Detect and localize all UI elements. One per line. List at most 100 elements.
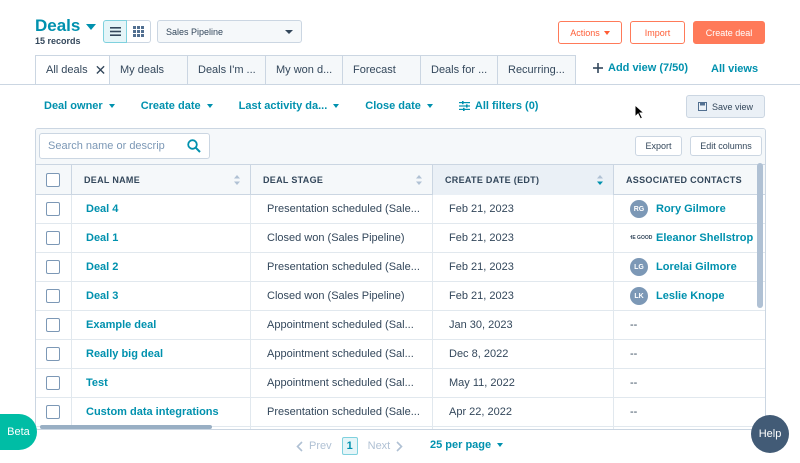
per-page-select[interactable]: 25 per page: [430, 439, 504, 451]
table-row: Really big deal Appointment scheduled (Sa…: [36, 340, 765, 369]
deal-name-link[interactable]: Deal 3: [86, 290, 119, 302]
page-header: Deals 15 records Sales Pipeline Actions …: [0, 0, 800, 54]
beta-button[interactable]: Beta: [0, 414, 37, 450]
per-page-label: 25 per page: [430, 439, 492, 451]
export-button[interactable]: Export: [635, 136, 682, 156]
associated-contact[interactable]: LG Lorelai Gilmore: [630, 253, 765, 281]
filter-close-date[interactable]: Close date: [365, 100, 433, 112]
sort-icon[interactable]: [234, 175, 240, 185]
sort-desc-icon[interactable]: [597, 175, 603, 185]
list-view-button[interactable]: [103, 20, 127, 43]
column-create-date[interactable]: CREATE DATE (EDT): [432, 165, 613, 195]
column-deal-name[interactable]: DEAL NAME: [71, 165, 250, 195]
plus-icon: [593, 63, 603, 73]
column-label: DEAL STAGE: [263, 175, 324, 185]
row-select-cell: [46, 253, 60, 281]
search-input[interactable]: Search name or descrip: [39, 133, 210, 159]
deal-stage: Appointment scheduled (Sal...: [267, 319, 414, 331]
row-checkbox[interactable]: [46, 289, 60, 303]
filter-label: Last activity da...: [238, 100, 328, 112]
sort-icon[interactable]: [416, 175, 422, 185]
edit-columns-label: Edit columns: [700, 141, 752, 151]
horizontal-scrollbar[interactable]: [40, 425, 212, 429]
chevron-down-icon: [285, 30, 293, 34]
deal-stage: Appointment scheduled (Sal...: [267, 377, 414, 389]
filter-deal-owner[interactable]: Deal owner: [44, 100, 115, 112]
next-page-button[interactable]: Next: [368, 440, 404, 452]
filter-create-date[interactable]: Create date: [141, 100, 213, 112]
deal-name-link[interactable]: Deal 1: [86, 232, 119, 244]
associated-contact[interactable]: RG Rory Gilmore: [630, 195, 765, 223]
row-checkbox[interactable]: [46, 376, 60, 390]
all-filters-button[interactable]: All filters (0): [458, 100, 538, 112]
row-checkbox[interactable]: [46, 318, 60, 332]
deal-stage: Presentation scheduled (Sale...: [267, 406, 419, 418]
create-date: Jan 30, 2023: [449, 319, 513, 331]
row-select-cell: [46, 311, 60, 339]
list-icon: [109, 27, 121, 36]
deal-name-link[interactable]: Example deal: [86, 319, 157, 331]
row-checkbox[interactable]: [46, 405, 60, 419]
create-deal-button-label: Create deal: [705, 27, 753, 38]
deal-name-link[interactable]: Deal 4: [86, 203, 119, 215]
create-date: Feb 21, 2023: [449, 232, 514, 244]
chevron-down-icon: [426, 104, 433, 108]
pipeline-select[interactable]: Sales Pipeline: [157, 20, 302, 43]
associated-contact: --: [630, 377, 638, 389]
deal-name-link[interactable]: Custom data integrations: [86, 406, 219, 418]
tab-my-won-deals[interactable]: My won d...: [266, 55, 343, 85]
row-checkbox[interactable]: [46, 202, 60, 216]
tab-recurring[interactable]: Recurring...: [498, 55, 576, 85]
chevron-left-icon: [296, 440, 303, 452]
column-label: ASSOCIATED CONTACTS: [626, 175, 742, 185]
filter-last-activity-date[interactable]: Last activity da...: [239, 100, 340, 112]
save-view-button[interactable]: Save view: [686, 95, 765, 118]
contact-name: Lorelai Gilmore: [656, 261, 737, 273]
column-deal-stage[interactable]: DEAL STAGE: [250, 165, 432, 195]
page-number[interactable]: 1: [341, 437, 358, 455]
row-checkbox[interactable]: [46, 260, 60, 274]
tab-deals-for[interactable]: Deals for ...: [421, 55, 498, 85]
create-date: Feb 21, 2023: [449, 290, 514, 302]
edit-columns-button[interactable]: Edit columns: [690, 136, 762, 156]
help-button[interactable]: Help: [751, 415, 789, 453]
board-view-button[interactable]: [127, 20, 151, 43]
import-button[interactable]: Import: [630, 21, 685, 44]
contact-name: Rory Gilmore: [656, 203, 726, 215]
avatar: LK: [630, 287, 648, 305]
all-views-link[interactable]: All views: [711, 63, 759, 75]
column-associated-contacts[interactable]: ASSOCIATED CONTACTS: [613, 165, 765, 195]
search-icon[interactable]: [187, 139, 201, 153]
tab-deals-im[interactable]: Deals I'm ...: [188, 55, 266, 85]
deal-name-link[interactable]: Test: [86, 377, 108, 389]
column-divider: [250, 195, 251, 429]
tab-label: Forecast: [353, 64, 396, 76]
table-row: Example deal Appointment scheduled (Sal..…: [36, 311, 765, 340]
row-select-cell: [46, 340, 60, 368]
vertical-scrollbar[interactable]: [757, 163, 763, 308]
create-deal-button[interactable]: Create deal: [693, 21, 765, 44]
row-checkbox[interactable]: [46, 347, 60, 361]
deal-name-link[interactable]: Deal 2: [86, 261, 119, 273]
row-checkbox[interactable]: [46, 231, 60, 245]
deal-stage: Closed won (Sales Pipeline): [267, 232, 405, 244]
actions-button[interactable]: Actions: [558, 21, 622, 44]
filter-label: Create date: [140, 100, 201, 112]
mouse-cursor-icon: [634, 104, 645, 120]
create-date: Feb 21, 2023: [449, 203, 514, 215]
close-icon[interactable]: ✕: [94, 61, 107, 78]
select-all-checkbox[interactable]: [46, 173, 60, 187]
prev-page-button[interactable]: Prev: [296, 440, 332, 452]
add-view-button[interactable]: Add view (7/50): [593, 62, 688, 74]
filter-label: Deal owner: [44, 100, 103, 112]
deal-stage: Closed won (Sales Pipeline): [267, 290, 405, 302]
create-date: Dec 8, 2022: [449, 348, 509, 360]
tab-my-deals[interactable]: My deals: [110, 55, 188, 85]
page-title[interactable]: Deals: [35, 16, 97, 36]
associated-contact[interactable]: THE GOOD Eleanor Shellstrop: [630, 224, 765, 252]
associated-contact[interactable]: LK Leslie Knope: [630, 282, 765, 310]
deal-name-link[interactable]: Really big deal: [86, 348, 164, 360]
table-row: Deal 3 Closed won (Sales Pipeline) Feb 21,…: [36, 282, 765, 311]
tab-all-deals[interactable]: All deals ✕: [35, 55, 110, 85]
tab-forecast[interactable]: Forecast: [343, 55, 421, 85]
